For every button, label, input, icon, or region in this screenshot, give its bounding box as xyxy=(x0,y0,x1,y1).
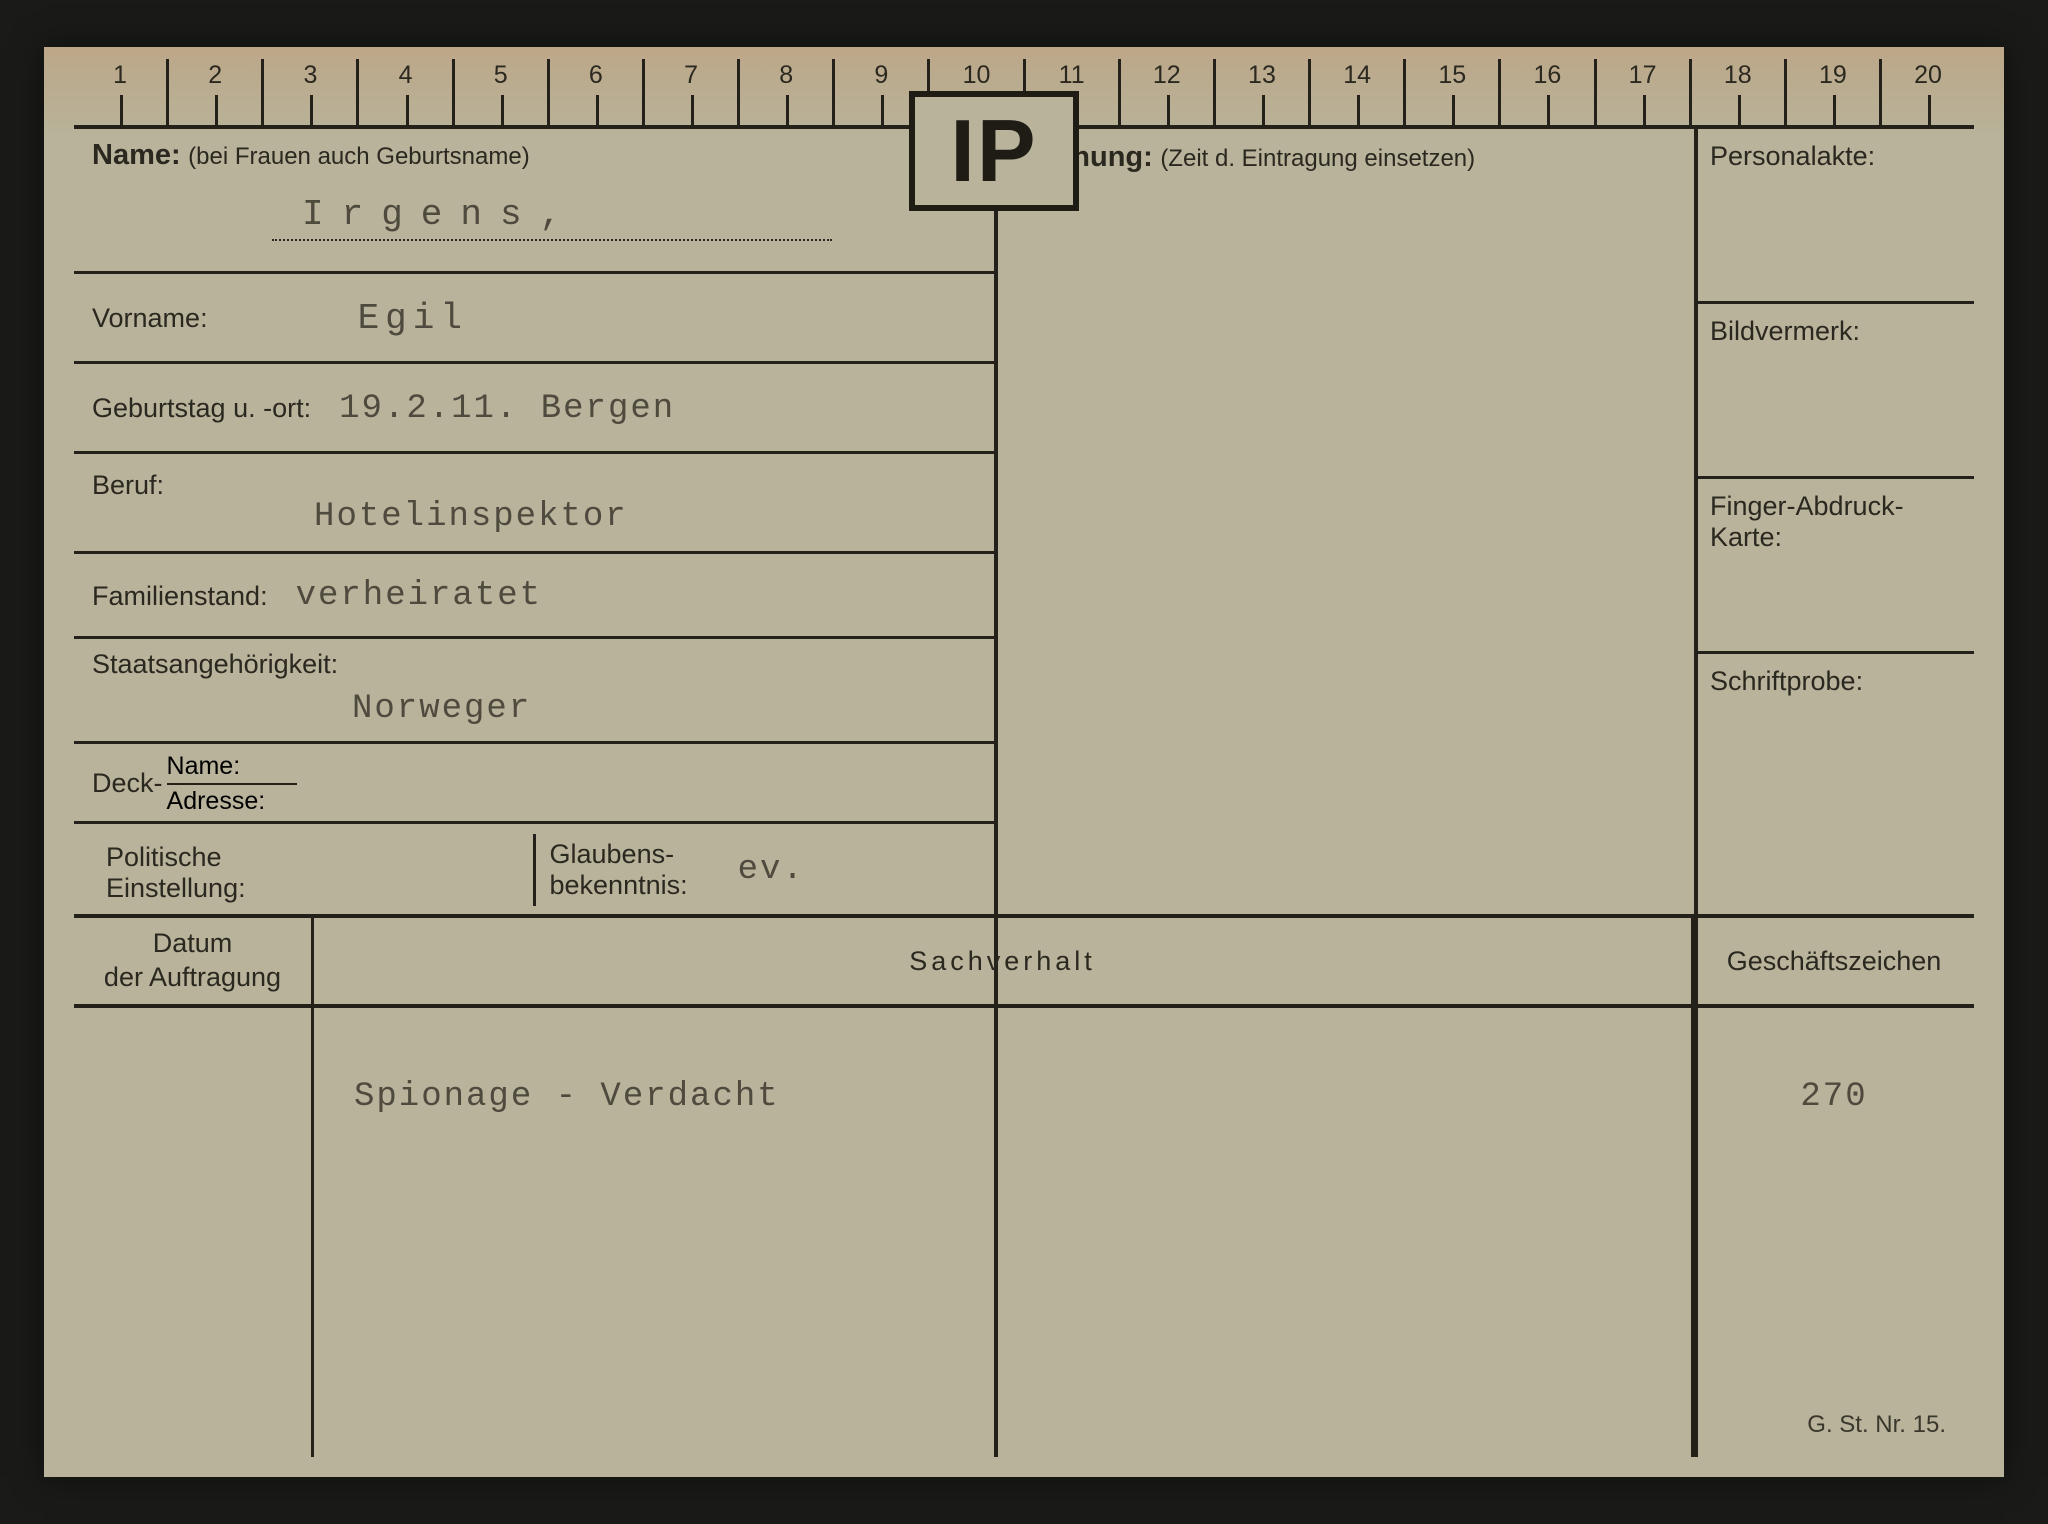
label-personalakte: Personalakte: xyxy=(1710,141,1875,171)
ruler-tick: 12 xyxy=(1118,59,1213,125)
label-glauben-1: Glaubens- xyxy=(550,839,688,870)
value-staat: Norweger xyxy=(352,690,531,728)
form-number: G. St. Nr. 15. xyxy=(1807,1411,1946,1439)
field-vorname: Vorname: Egil xyxy=(74,274,994,364)
ruler-tick: 4 xyxy=(356,59,451,125)
ruler-tick: 3 xyxy=(261,59,356,125)
label-glauben-2: bekenntnis: xyxy=(550,870,688,901)
ruler-tick: 5 xyxy=(452,59,547,125)
field-name: Name: (bei Frauen auch Geburtsname) Irge… xyxy=(74,129,994,274)
label-politik-2: Einstellung: xyxy=(106,873,519,904)
header-datum-1: Datum xyxy=(104,927,281,961)
ruler-tick: 20 xyxy=(1879,59,1974,125)
value-sachverhalt: Spionage - Verdacht xyxy=(354,1078,780,1116)
label-beruf: Beruf: xyxy=(92,470,164,501)
ruler-tick: 8 xyxy=(737,59,832,125)
value-vorname: Egil xyxy=(358,298,468,339)
label-deck: Deck- xyxy=(92,768,163,799)
header-datum: Datum der Auftragung xyxy=(74,918,314,1004)
label-name: Name: (bei Frauen auch Geburtsname) xyxy=(92,140,530,170)
ip-stamp-text: IP xyxy=(950,100,1037,202)
value-beruf: Hotelinspektor xyxy=(314,498,628,536)
middle-column: Wohnung: (Zeit d. Eintragung einsetzen) xyxy=(994,129,1694,914)
ruler-tick: 13 xyxy=(1213,59,1308,125)
label-geburt: Geburtstag u. -ort: xyxy=(92,393,311,424)
bottom-section: Datum der Auftragung Sachverhalt Geschäf… xyxy=(74,914,1974,1457)
field-staat: Staatsangehörigkeit: Norweger xyxy=(74,639,994,744)
ruler-tick: 18 xyxy=(1689,59,1784,125)
ruler-tick: 7 xyxy=(642,59,737,125)
label-bildvermerk: Bildvermerk: xyxy=(1710,316,1860,346)
left-column: Name: (bei Frauen auch Geburtsname) Irge… xyxy=(74,129,994,914)
label-fingerabdruck-1: Finger-Abdruck- xyxy=(1710,491,1958,522)
ruler-tick: 2 xyxy=(166,59,261,125)
field-schriftprobe: Schriftprobe: xyxy=(1694,654,1974,914)
deck-stack: Name: Adresse: xyxy=(167,750,297,817)
label-vorname: Vorname: xyxy=(92,303,208,334)
header-datum-2: der Auftragung xyxy=(104,961,281,995)
value-name: Irgens, xyxy=(272,194,832,241)
cell-sachverhalt: Spionage - Verdacht xyxy=(314,1008,1694,1457)
field-personalakte: Personalakte: xyxy=(1694,129,1974,304)
right-column: Personalakte: Bildvermerk: Finger-Abdruc… xyxy=(1694,129,1974,914)
header-sachverhalt: Sachverhalt xyxy=(314,918,1694,1004)
field-glauben: Glaubens- bekenntnis: ev. xyxy=(536,834,977,906)
label-name-hint: (bei Frauen auch Geburtsname) xyxy=(188,143,530,170)
label-deck-adresse: Adresse: xyxy=(167,785,297,818)
label-staat: Staatsangehörigkeit: xyxy=(92,649,338,679)
ruler-tick: 16 xyxy=(1498,59,1593,125)
label-name-bold: Name: xyxy=(92,139,181,171)
field-politik: Politische Einstellung: xyxy=(92,834,533,906)
field-geburt: Geburtstag u. -ort: 19.2.11. Bergen xyxy=(74,364,994,454)
field-deck: Deck- Name: Adresse: xyxy=(74,744,994,824)
ruler-tick: 14 xyxy=(1308,59,1403,125)
field-bildvermerk: Bildvermerk: xyxy=(1694,304,1974,479)
label-politik-1: Politische xyxy=(106,842,519,873)
ruler-tick: 1 xyxy=(74,59,166,125)
label-wohnung: Wohnung: (Zeit d. Eintragung einsetzen) xyxy=(1010,142,1475,172)
label-wohnung-hint: (Zeit d. Eintragung einsetzen) xyxy=(1160,145,1475,172)
card-frame: IP Name: (bei Frauen auch Geburtsname) I… xyxy=(74,125,1974,1457)
value-geburt: 19.2.11. Bergen xyxy=(339,390,675,428)
bottom-header: Datum der Auftragung Sachverhalt Geschäf… xyxy=(74,918,1974,1008)
label-familienstand: Familienstand: xyxy=(92,581,268,612)
value-glauben: ev. xyxy=(738,851,805,889)
label-schriftprobe: Schriftprobe: xyxy=(1710,666,1863,696)
label-fingerabdruck-2: Karte: xyxy=(1710,522,1958,553)
label-deck-name: Name: xyxy=(167,750,297,785)
cell-datum xyxy=(74,1008,314,1457)
index-card: 1234567891011121314151617181920 IP Name:… xyxy=(44,47,2004,1477)
field-wohnung: Wohnung: (Zeit d. Eintragung einsetzen) xyxy=(994,129,1694,914)
ruler-tick: 19 xyxy=(1784,59,1879,125)
value-familienstand: verheiratet xyxy=(296,577,542,615)
ruler-tick: 15 xyxy=(1403,59,1498,125)
field-familienstand: Familienstand: verheiratet xyxy=(74,554,994,639)
ruler-tick: 6 xyxy=(547,59,642,125)
ip-stamp: IP xyxy=(909,91,1079,211)
field-fingerabdruck: Finger-Abdruck- Karte: xyxy=(1694,479,1974,654)
ruler-tick: 17 xyxy=(1594,59,1689,125)
field-politik-glauben: Politische Einstellung: Glaubens- bekenn… xyxy=(74,824,994,914)
cell-geschaeftszeichen: 270 xyxy=(1694,1008,1974,1457)
field-beruf: Beruf: Hotelinspektor xyxy=(74,454,994,554)
header-geschaeftszeichen: Geschäftszeichen xyxy=(1694,918,1974,1004)
bottom-body: Spionage - Verdacht 270 xyxy=(74,1008,1974,1457)
value-geschaeftszeichen: 270 xyxy=(1800,1078,1867,1116)
